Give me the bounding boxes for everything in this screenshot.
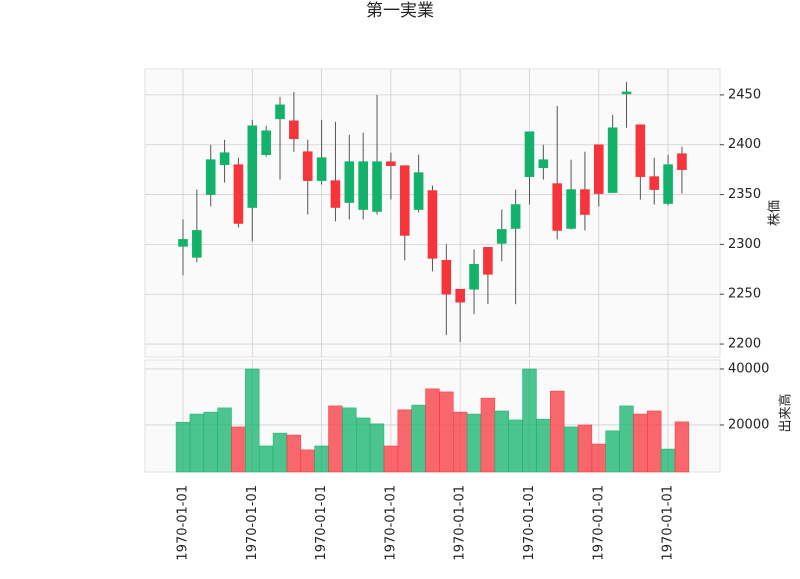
y-tick-label: 2350 [728,187,761,202]
candle-body [663,164,673,204]
volume-axis-label: 出来高 [778,393,794,432]
volume-bar [383,445,399,473]
volume-bar [425,388,440,473]
candle-body [524,131,535,177]
candle-body [205,159,216,195]
volume-bar [522,368,537,473]
y-axis-label: 株価 [768,200,783,226]
volume-bar [619,405,634,473]
volume-bar [536,418,551,473]
x-tick-label: 1970-01-01 [383,485,398,561]
x-tick-label: 1970-01-01 [314,485,329,561]
candle-body [649,176,660,190]
candle-body [358,161,368,210]
candle-body [552,183,563,231]
volume-bar [217,407,232,473]
volume-bar [563,426,579,473]
x-tick-label: 1970-01-01 [591,485,606,561]
volume-bar [453,411,468,473]
candle-body [580,189,590,215]
candle-body [233,164,244,224]
volume-bar [175,421,191,473]
candle-body [566,189,576,229]
candle-body [427,190,438,259]
candle-body [455,288,465,303]
x-tick-label: 1970-01-01 [453,485,468,561]
candle-body [496,229,507,244]
candle-body [677,153,687,170]
candle-body [607,127,618,193]
x-tick-label: 1970-01-01 [522,485,537,561]
volume-bar [660,448,676,473]
candle-body [483,247,493,275]
volume-bar [328,405,343,473]
volume-bar [674,421,690,473]
candle-body [386,161,396,166]
candle-body [413,172,424,210]
candle-body [275,104,285,120]
candle-body [538,159,549,168]
chart-title: 第一実業 [366,1,434,21]
candle-body [261,130,271,156]
volume-bar [550,390,565,473]
volume-tick-label: 20000 [728,417,769,432]
candle-body [289,120,299,140]
volume-bar [647,410,662,473]
candle-body [635,124,646,177]
volume-bar [411,404,426,473]
volume-bar [314,445,329,473]
volume-bar [189,413,205,473]
candle-body [192,230,202,258]
volume-bar [369,423,385,473]
candle-body [178,239,188,247]
volume-bar [605,430,620,473]
candle-body [621,91,632,95]
y-tick-label: 2450 [728,87,761,102]
volume-bar [466,413,482,473]
candle-body [316,157,327,181]
volume-bar [591,443,606,473]
candle-body [510,204,521,229]
candle-body [219,152,230,165]
volume-bar [508,419,523,473]
x-tick-label: 1970-01-01 [176,485,191,561]
candle-body [469,264,479,290]
volume-bar [258,445,274,473]
volume-bar [480,397,496,473]
x-tick-label: 1970-01-01 [245,485,260,561]
candle-body [441,260,452,295]
volume-bar [245,368,260,473]
volume-tick-label: 40000 [728,361,769,376]
volume-bar [203,411,218,473]
volume-bar [494,410,509,473]
candle-body [593,144,604,194]
y-tick-label: 2200 [728,337,761,352]
y-tick-label: 2300 [728,237,761,252]
volume-bar [286,434,302,473]
volume-bar [231,426,246,473]
candle-body [330,180,341,208]
candle-body [247,125,258,208]
candle-body [399,165,410,236]
volume-bar [439,391,454,473]
volume-bar [633,413,648,473]
candle-body [344,161,355,203]
volume-bar [300,449,315,473]
x-tick-label: 1970-01-01 [661,485,676,561]
candle-body [372,161,382,212]
y-tick-label: 2400 [728,137,761,152]
candle-body [302,151,313,181]
y-tick-label: 2250 [728,287,761,302]
volume-bar [577,424,593,473]
volume-bar [272,432,288,473]
volume-bar [342,407,357,473]
volume-bar [397,409,412,473]
volume-bar [355,417,371,473]
